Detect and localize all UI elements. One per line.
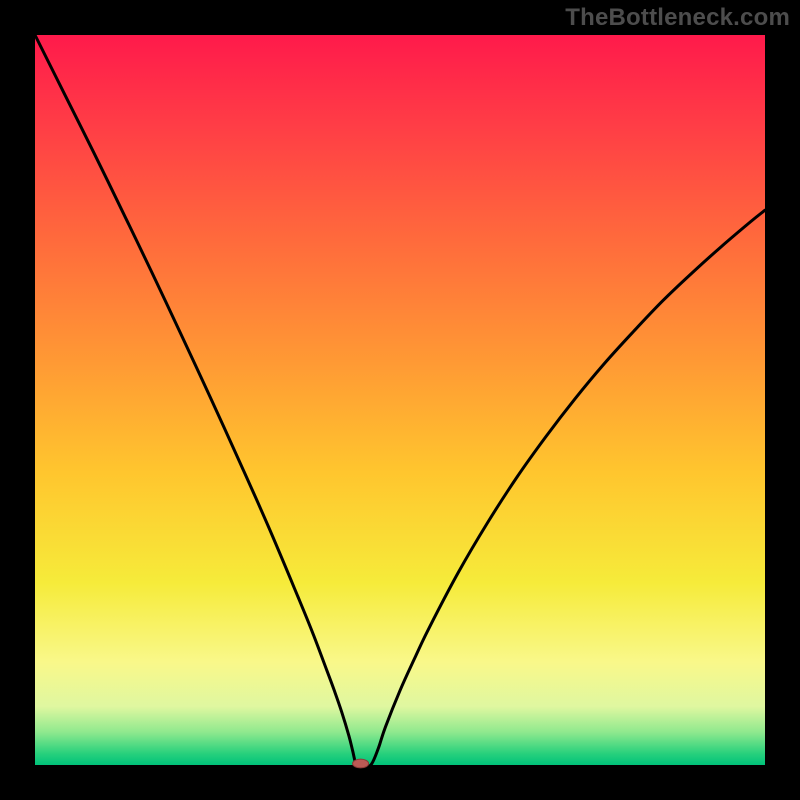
chart-container: TheBottleneck.com [0,0,800,800]
chart-svg [0,0,800,800]
plot-area-gradient [35,35,765,765]
vertex-marker [353,759,369,768]
